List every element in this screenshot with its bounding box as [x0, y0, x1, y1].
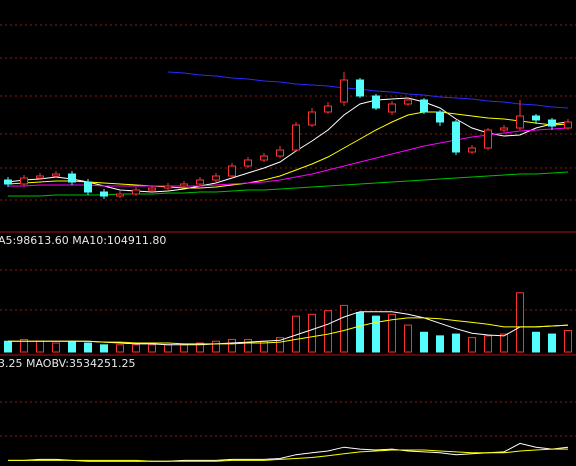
volume-bar — [276, 337, 284, 353]
candle-body — [436, 111, 444, 123]
volume-bar — [404, 324, 412, 353]
candle-body — [52, 173, 60, 177]
candle-body — [148, 187, 156, 191]
candle-body — [308, 111, 316, 126]
candle-body — [276, 149, 284, 157]
volume-bar — [164, 344, 172, 353]
volume-bar — [228, 338, 236, 353]
volume-bar — [116, 344, 124, 353]
volume-bar — [212, 340, 220, 353]
line-series — [8, 317, 569, 345]
candle-body — [468, 147, 476, 153]
candle-body — [516, 115, 524, 129]
volume-bar — [436, 335, 444, 353]
candle-body — [100, 191, 108, 197]
candle-body — [84, 181, 92, 193]
volume-legend: A5:98613.60 MA10:104911.80 — [0, 234, 166, 247]
candle-body — [388, 103, 396, 113]
candle-body — [36, 175, 44, 179]
candle-body — [484, 129, 492, 149]
candle-body — [116, 193, 124, 197]
volume-bar — [388, 313, 396, 353]
candle-body — [564, 121, 572, 129]
candle-body — [372, 95, 380, 109]
volume-bar — [68, 340, 76, 353]
volume-bar — [484, 335, 492, 353]
line-series — [7, 111, 569, 189]
volume-bar — [132, 344, 140, 353]
line-series — [8, 448, 568, 462]
volume-bar — [564, 329, 572, 353]
volume-bar — [356, 312, 364, 353]
volume-bar — [500, 333, 508, 353]
volume-bar — [340, 304, 348, 353]
candle-body — [164, 185, 172, 189]
volume-bar — [84, 342, 92, 353]
candle-body — [324, 105, 332, 113]
candle-body — [260, 155, 268, 161]
volume-bar — [324, 310, 332, 353]
volume-bar — [468, 337, 476, 353]
candle-body — [212, 175, 220, 181]
volume-bar — [548, 333, 556, 353]
volume-bar — [20, 338, 28, 353]
candle-body — [196, 179, 204, 185]
volume-bar — [452, 333, 460, 353]
volume-bar — [420, 331, 428, 353]
grid — [0, 24, 576, 437]
candle-body — [452, 121, 460, 153]
volume-bar — [36, 340, 44, 353]
candle-body — [68, 173, 76, 183]
volume-bar — [516, 292, 524, 353]
candle-body — [500, 127, 508, 131]
candle-body — [132, 189, 140, 195]
volume-bar — [196, 342, 204, 353]
candle-body — [228, 165, 236, 177]
candle-body — [244, 159, 252, 167]
candle-body — [292, 124, 300, 151]
obv-legend: 3.25 MAOBV:3534251.25 — [0, 357, 136, 370]
candle-body — [20, 177, 28, 185]
volume-bar — [4, 340, 12, 353]
volume-bar — [244, 338, 252, 353]
candle-body — [532, 115, 540, 121]
candle-body — [356, 79, 364, 97]
volume-bar — [372, 315, 380, 353]
candle-body — [404, 99, 412, 105]
volume-bar — [52, 342, 60, 353]
line-series — [167, 71, 569, 109]
candle-body — [548, 119, 556, 127]
volume-bar — [532, 331, 540, 353]
volume-bar — [100, 344, 108, 353]
volume-bar — [308, 313, 316, 353]
candle-body — [340, 79, 348, 103]
candle-body — [4, 179, 12, 185]
line-series — [8, 127, 569, 187]
candle-body — [420, 99, 428, 113]
volume-bar — [180, 344, 188, 353]
candle-body — [180, 183, 188, 187]
volume-bar — [148, 344, 156, 353]
line-series — [8, 442, 569, 462]
